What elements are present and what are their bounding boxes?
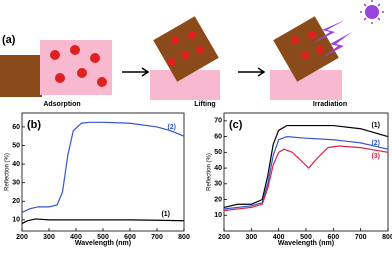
substrate (0, 55, 42, 97)
x-tick-label: 200 (218, 234, 230, 241)
step-label: Adsorption (43, 101, 80, 108)
y-tick-label: 30 (214, 181, 222, 188)
y-tick-label: 40 (12, 161, 20, 168)
data-line (21, 121, 185, 213)
y-tick-label: 50 (12, 142, 20, 149)
particles (50, 45, 107, 87)
y-axis-label: Reflection (%) (5, 153, 11, 191)
light (312, 20, 352, 58)
step-label: Lifting (194, 101, 215, 108)
x-tick-label: 400 (70, 234, 82, 241)
x-tick-label: 700 (151, 234, 163, 241)
x-tick-label: 500 (300, 234, 312, 241)
data-line (223, 124, 389, 208)
y-tick-label: 10 (214, 212, 222, 219)
y-tick-label: 60 (214, 133, 222, 140)
y-tick-label: 50 (214, 149, 222, 156)
x-tick-label: 600 (124, 234, 136, 241)
x-tick-label: 800 (382, 234, 392, 241)
series-label: (2) (371, 140, 380, 147)
series-label: (1) (371, 122, 380, 129)
particles (291, 31, 324, 59)
x-tick-label: 700 (355, 234, 367, 241)
y-tick-label: 20 (214, 196, 222, 203)
film (273, 16, 339, 82)
y-tick-label: 40 (214, 165, 222, 172)
panel-label: (c) (229, 119, 243, 131)
sun-rays (360, 0, 384, 24)
schematic: (a) Adsorption Lifting Irradiation (0, 0, 384, 108)
x-tick-label: 200 (16, 234, 28, 241)
panel-label: (b) (27, 119, 41, 131)
data-line (21, 218, 185, 225)
x-axis-label: Wavelength (nm) (278, 240, 334, 247)
x-tick-label: 600 (327, 234, 339, 241)
series-label: (2) (167, 124, 176, 131)
y-tick-label: 30 (12, 180, 20, 187)
plot-frame (21, 112, 185, 232)
film (153, 16, 219, 82)
particles (168, 31, 204, 66)
plot-frame (223, 112, 389, 232)
x-tick-label: 800 (178, 234, 190, 241)
series-label: (1) (161, 211, 170, 218)
panel-label: (a) (2, 34, 16, 46)
sun (365, 5, 379, 19)
x-tick-label: 500 (97, 234, 109, 241)
y-tick-label: 60 (12, 124, 20, 131)
x-tick-label: 300 (245, 234, 257, 241)
x-axis-label: Wavelength (nm) (75, 240, 131, 247)
y-tick-label: 70 (214, 118, 222, 125)
y-tick-label: 20 (12, 198, 20, 205)
data-line (223, 145, 389, 212)
data-line (223, 135, 389, 210)
arrow (122, 67, 150, 77)
arrow (238, 67, 266, 77)
step-label: Irradiation (313, 101, 347, 108)
x-tick-label: 300 (43, 234, 55, 241)
x-tick-label: 400 (273, 234, 285, 241)
series-label: (3) (371, 153, 380, 160)
y-axis-label: Reflection (%) (207, 153, 213, 191)
y-tick-label: 10 (12, 217, 20, 224)
